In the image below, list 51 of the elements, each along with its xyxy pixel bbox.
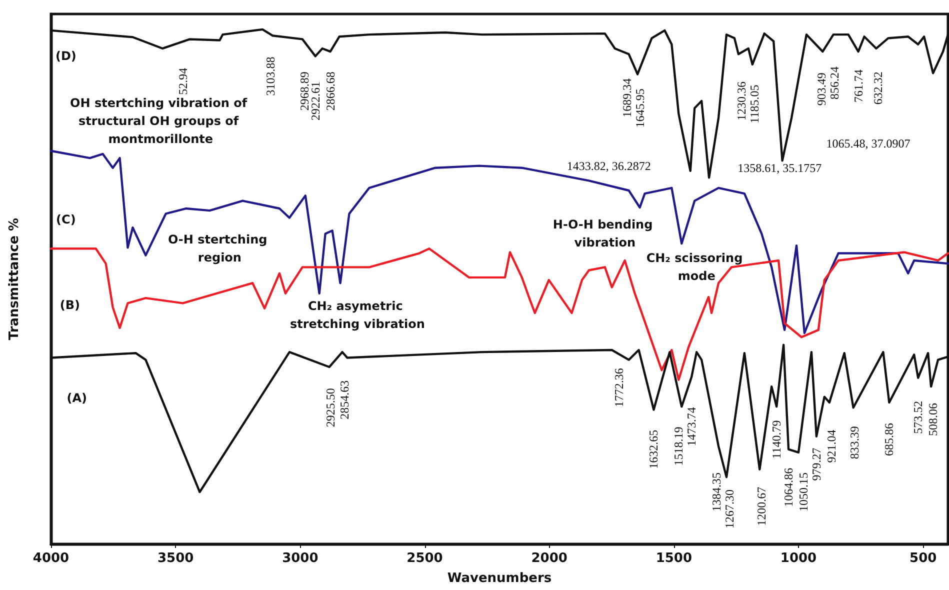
- annotation: 1065.48, 37.0907: [826, 136, 910, 151]
- x-tick-label: 4000: [32, 551, 70, 566]
- annotation: 573.52: [911, 400, 926, 434]
- annotation: 1230.36: [734, 81, 748, 120]
- annotation: (B): [60, 298, 80, 312]
- annotation: 3103.88: [264, 56, 278, 96]
- annotation: 1185.05: [747, 84, 762, 124]
- annotation: 508.06: [926, 402, 940, 436]
- annotation: O-H stertching region: [168, 232, 272, 265]
- annotation: 1473.74: [684, 407, 699, 446]
- annotation: 921.04: [824, 430, 838, 463]
- annotation: 856.24: [827, 66, 842, 100]
- x-tick-label: 500: [910, 551, 937, 566]
- annotation: 1645.95: [632, 88, 647, 128]
- annotation: (D): [55, 49, 76, 64]
- annotation: 1064.86: [782, 468, 796, 507]
- annotation: 1140.79: [770, 420, 784, 459]
- y-axis-title: Transmittance %: [7, 218, 22, 340]
- x-tick-label: 1500: [656, 551, 692, 566]
- annotation: 1433.82, 36.2872: [566, 158, 651, 173]
- annotation: 52.94: [176, 68, 190, 95]
- annotation: 1518.19: [672, 426, 686, 466]
- annotation: H-O-H bending vibration: [552, 218, 657, 250]
- annotation: 761.74: [851, 70, 866, 103]
- annotation: 1689.34: [620, 78, 634, 118]
- annotation: CH₂ asymetric stretching vibration: [290, 299, 425, 332]
- annotation: OH stertching vibration of structural OH groups of montmorillonte: [70, 96, 252, 146]
- annotation: 685.86: [882, 423, 896, 456]
- annotation: 2925.50: [323, 388, 338, 428]
- annotation: 2854.63: [337, 380, 352, 420]
- annotation: 833.39: [847, 426, 862, 460]
- x-tick-label: 1000: [780, 551, 817, 566]
- annotation: 1358.61, 35.1757: [738, 160, 822, 175]
- x-tick-label: 3000: [282, 551, 318, 566]
- annotation: (A): [66, 390, 88, 405]
- annotation: 1200.67: [754, 486, 769, 526]
- x-tick-label: 3500: [157, 551, 194, 566]
- annotation: 1050.15: [796, 472, 810, 512]
- annotation: 1384.35: [710, 472, 724, 512]
- annotation: 2866.68: [323, 72, 338, 111]
- x-tick-label: 2000: [531, 551, 568, 566]
- annotation: 1772.36: [612, 368, 626, 408]
- annotation: CH₂ scissoring mode: [646, 251, 747, 284]
- x-axis-title: Wavenumbers: [447, 571, 552, 586]
- annotation: 979.27: [809, 448, 824, 481]
- x-tick-label: 2500: [406, 551, 443, 566]
- annotation: 1267.30: [722, 490, 736, 529]
- annotation: 632.32: [871, 72, 886, 105]
- annotation: 1632.65: [646, 430, 661, 469]
- annotation: 903.49: [814, 72, 828, 106]
- annotation: (C): [56, 212, 76, 226]
